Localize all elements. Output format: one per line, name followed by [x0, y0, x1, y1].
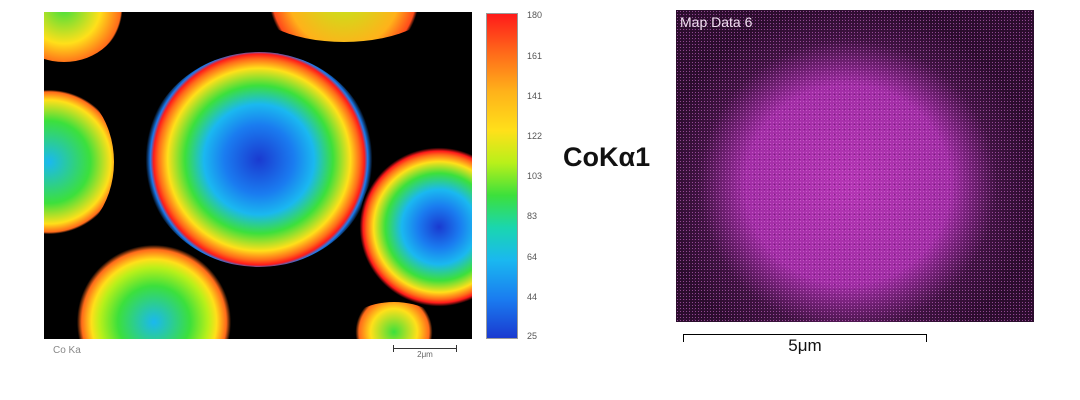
intensity-colorbar	[486, 13, 518, 339]
colorbar-tick: 83	[527, 211, 538, 221]
colorbar-tick: 180	[527, 10, 543, 20]
particle-top-left	[44, 12, 124, 62]
colorbar-tick: 141	[527, 91, 543, 101]
particle-center	[144, 52, 374, 267]
colorbar-tick: 44	[527, 292, 538, 302]
scale-bar-right-label: 5μm	[788, 336, 822, 355]
scale-bar-left-label: 2μm	[417, 350, 433, 359]
co-ka-intensity-map	[44, 12, 472, 339]
particle-top-right	[244, 12, 444, 42]
map-title: Map Data 6	[680, 14, 753, 30]
element-line-label: CoKα1	[563, 142, 651, 172]
scale-bar-right: 5μm	[683, 330, 927, 360]
colorbar-tick: 161	[527, 51, 543, 61]
colorbar-tick: 64	[527, 252, 538, 262]
colorbar-tick: 103	[527, 171, 543, 181]
eds-map-image	[676, 10, 1034, 322]
colorbar-tick: 122	[527, 131, 543, 141]
particle-left	[44, 82, 114, 242]
scale-bar-left: 2μm	[393, 345, 457, 359]
colorbar-tick: 25	[527, 331, 538, 341]
element-label: Co Ka	[53, 345, 81, 356]
particle-right	[359, 142, 472, 312]
